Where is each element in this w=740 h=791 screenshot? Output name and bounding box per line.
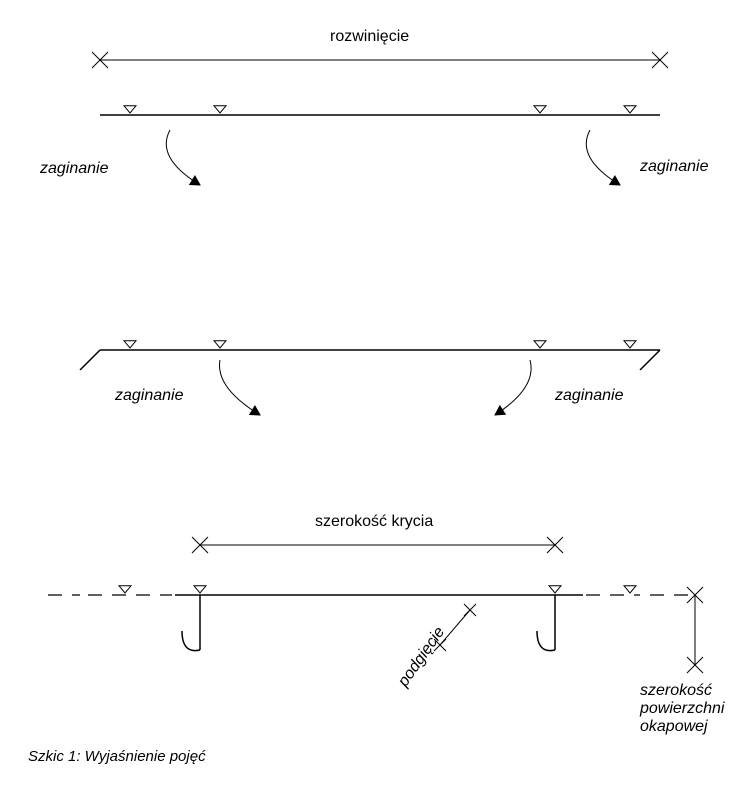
label-drip-1: szerokość [640,682,712,700]
label-rozwiniecie: rozwinięcie [330,28,409,46]
diagram-stage: rozwinięcie zaginanie zaginanie zaginani… [0,0,740,791]
figure-caption: Szkic 1: Wyjaśnienie pojęć [28,748,206,765]
label-drip-2: powierzchni [640,700,724,718]
label-fold-top-left: zaginanie [40,160,109,178]
label-drip-3: okapowej [640,718,708,736]
label-fold-mid-right: zaginanie [555,387,624,405]
label-fold-top-right: zaginanie [640,158,709,176]
diagram-svg [0,0,740,791]
label-fold-mid-left: zaginanie [115,387,184,405]
label-cover-width: szerokość krycia [315,513,433,531]
